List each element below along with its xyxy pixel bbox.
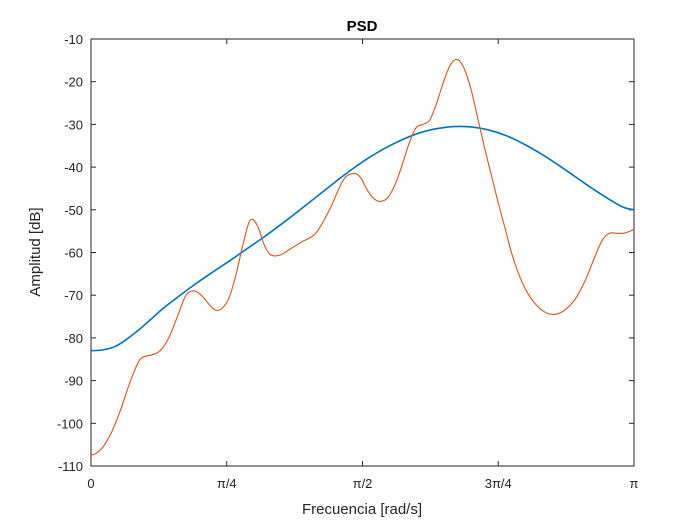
y-tick-label: -100 — [57, 416, 83, 431]
y-axis-label: Amplitud [dB] — [27, 207, 44, 296]
x-tick-label: 0 — [87, 476, 94, 491]
y-tick-label: -50 — [64, 203, 83, 218]
series-lines — [90, 58, 635, 456]
x-tick-label: π — [630, 476, 639, 491]
y-tick-label: -80 — [64, 331, 83, 346]
y-tick-label: -60 — [64, 246, 83, 261]
y-tick-label: -20 — [64, 75, 83, 90]
x-tick-label: 3π/4 — [485, 476, 512, 491]
axis-ticks: 0 π/4 π/2 3π/4 π -110 -100 -90 -80 -70 -60 -50 -40 -3… — [57, 32, 639, 491]
x-tick-label: π/2 — [353, 476, 373, 491]
x-tick-label: π/4 — [217, 476, 237, 491]
plot-area — [90, 38, 635, 467]
series-line-2 — [90, 58, 635, 456]
y-tick-label: -30 — [64, 117, 83, 132]
y-tick-label: -40 — [64, 160, 83, 175]
y-tick-label: -10 — [64, 32, 83, 47]
y-tick-label: -90 — [64, 374, 83, 389]
y-tick-label: -110 — [58, 459, 83, 474]
chart-title: PSD — [347, 18, 378, 35]
series-line-1 — [90, 125, 635, 352]
x-axis-label: Frecuencia [rad/s] — [302, 501, 422, 518]
y-tick-label: -70 — [64, 288, 83, 303]
